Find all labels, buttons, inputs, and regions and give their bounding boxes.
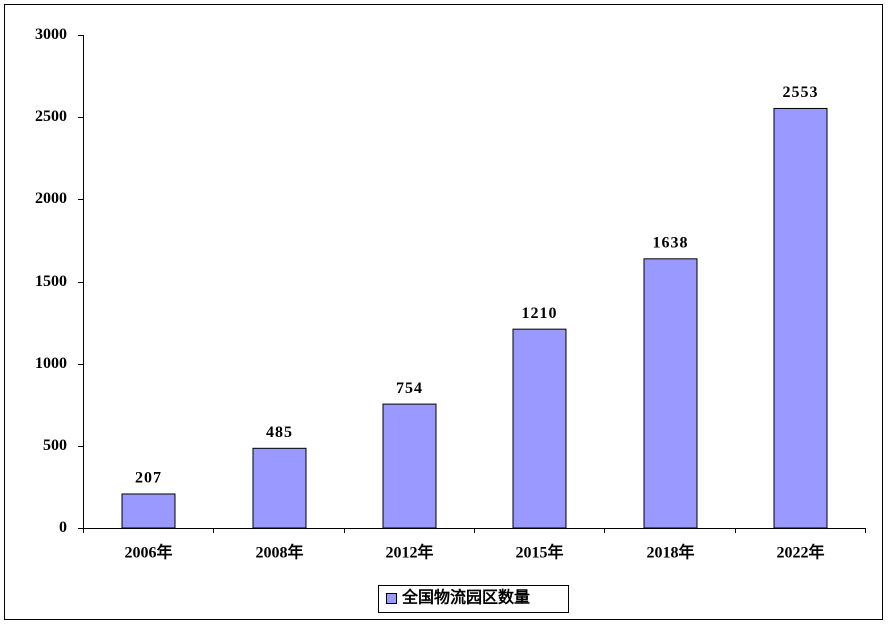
x-tick-label: 2008年 [255, 543, 303, 562]
bar [773, 107, 828, 529]
bar [252, 447, 307, 529]
x-tick-label: 2006年 [124, 543, 172, 562]
data-label: 1210 [522, 305, 558, 322]
y-tick-label: 2000 [35, 190, 67, 207]
bar [512, 328, 567, 529]
bar [643, 258, 698, 529]
data-label: 207 [135, 470, 162, 487]
data-label: 754 [396, 380, 423, 397]
x-tick-label: 2012年 [385, 543, 433, 562]
legend-box [378, 585, 569, 613]
data-label: 485 [266, 424, 293, 441]
legend: 全国物流园区数量 [378, 585, 569, 613]
y-tick-label: 0 [59, 519, 67, 536]
bar [121, 493, 176, 529]
y-tick-label: 3000 [35, 26, 67, 43]
y-tick-label: 1000 [35, 355, 67, 372]
y-tick-label: 2500 [35, 108, 67, 125]
bar [382, 403, 437, 529]
legend-label: 全国物流园区数量 [401, 588, 530, 607]
y-tick-label: 1500 [35, 273, 67, 290]
legend-swatch [386, 593, 397, 604]
x-tick-label: 2018年 [646, 543, 694, 562]
y-tick-label: 500 [43, 437, 67, 454]
x-tick-label: 2015年 [515, 543, 563, 562]
data-label: 1638 [653, 234, 689, 251]
data-label: 2553 [783, 84, 819, 101]
x-tick-label: 2022年 [776, 543, 824, 562]
